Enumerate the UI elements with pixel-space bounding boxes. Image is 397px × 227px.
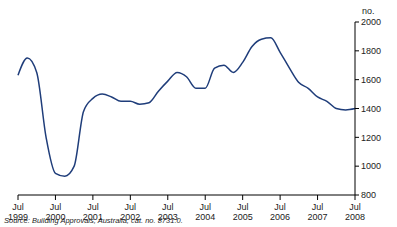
svg-text:1400: 1400 — [361, 104, 381, 114]
svg-text:Jul: Jul — [199, 202, 211, 212]
svg-text:2000: 2000 — [361, 17, 381, 27]
svg-text:Jul: Jul — [237, 202, 249, 212]
html-text:Source: Building Approvals, Au: Source: Building Approvals, Australia, c… — [4, 216, 183, 225]
svg-text:Jul: Jul — [50, 202, 62, 212]
svg-text:1000: 1000 — [361, 161, 381, 171]
svg-text:1200: 1200 — [361, 133, 381, 143]
svg-text:Jul: Jul — [312, 202, 324, 212]
svg-text:Jul: Jul — [12, 202, 24, 212]
svg-text:2008: 2008 — [345, 212, 365, 222]
svg-text:1600: 1600 — [361, 75, 381, 85]
svg-text:2006: 2006 — [270, 212, 290, 222]
svg-text:Jul: Jul — [125, 202, 137, 212]
svg-text:800: 800 — [361, 190, 376, 200]
svg-text:Jul: Jul — [274, 202, 286, 212]
svg-text:2005: 2005 — [233, 212, 253, 222]
svg-text:Jul: Jul — [87, 202, 99, 212]
svg-text:2004: 2004 — [195, 212, 215, 222]
svg-text:2007: 2007 — [308, 212, 328, 222]
svg-text:Jul: Jul — [162, 202, 174, 212]
svg-text:1800: 1800 — [361, 46, 381, 56]
svg-text:Jul: Jul — [349, 202, 361, 212]
html-text:no.: no. — [362, 6, 375, 16]
